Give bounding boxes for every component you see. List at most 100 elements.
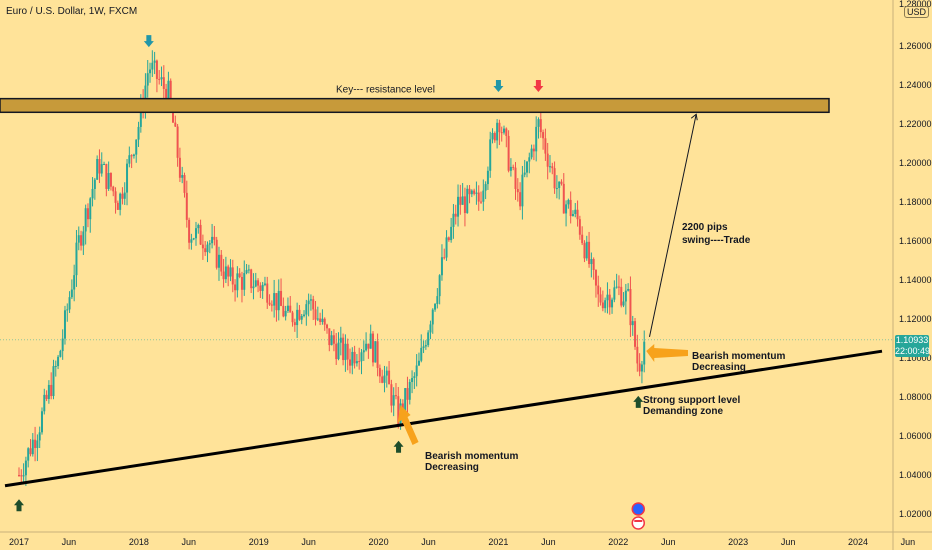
candle-body [82,231,85,246]
candle-body [629,289,632,326]
candle-body [374,341,377,363]
candle-body [528,157,531,162]
candle-body [411,377,414,383]
candle-body [369,333,372,349]
candle-body [548,166,551,168]
trade-label-line1: 2200 pips [682,222,728,233]
candle-body [408,382,411,400]
candle-body [560,181,563,184]
candle-body [606,294,609,301]
candle-body [496,122,499,141]
candle-body [259,285,262,291]
candle-body [539,119,542,133]
candle-body [585,241,588,259]
candle-body [326,324,329,329]
candle-body [116,202,119,210]
candle-body [91,188,94,199]
candle-body [640,364,643,372]
candle-body [620,286,623,306]
candle-body [268,302,271,305]
candle-body [574,209,577,214]
candle-body [213,236,216,240]
candle-body [126,163,129,193]
candle-body [289,305,292,313]
x-tick-label: Jun [62,537,77,547]
candle-body [27,448,30,461]
candle-body [475,192,478,194]
candle-body [22,475,25,477]
candle-body [537,119,540,127]
candle-body [358,361,361,363]
candle-body [132,154,135,157]
candle-body [231,267,234,285]
event-icon-eu [631,502,646,516]
down-arrow-marker [533,79,544,92]
candle-body [523,172,526,175]
candle-body [181,175,184,178]
candle-body [250,269,253,289]
event-icon-us [631,516,646,530]
candle-body [443,257,446,259]
candle-body [293,322,296,326]
callout-bearish-2022 [646,344,688,362]
candle-body [480,201,483,203]
candle-body [98,159,101,174]
candle-body [431,309,434,325]
candle-body [631,321,634,326]
x-tick-label: 2018 [129,537,149,547]
candle-body [558,181,561,189]
candle-body [422,346,425,348]
candle-body [139,101,142,127]
candle-body [604,300,607,309]
candle-body [130,155,133,157]
candle-body [185,192,188,220]
candle-body [470,190,473,195]
candle-body [247,269,250,271]
candle-body [309,299,312,301]
candle-body [562,183,565,214]
candle-body [245,270,248,274]
projection-line [649,114,697,337]
down-arrow-marker [143,35,154,48]
candle-body [240,276,243,290]
candle-body [121,193,124,199]
candle-body [355,361,358,364]
support-trendline [4,349,883,488]
candle-body [319,318,322,322]
candle-body [222,271,225,280]
candle-body [211,236,214,244]
candle-body [590,259,593,265]
candle-body [493,133,496,141]
candle-body [429,324,432,333]
candle-body [636,346,639,364]
candle-body [61,338,64,352]
candle-body [353,351,356,364]
currency-badge[interactable]: USD [904,6,930,18]
candle-body [257,280,260,286]
candle-body [394,395,397,397]
candle-body [406,388,409,400]
candle-body [50,384,53,397]
candle-body [197,224,200,229]
x-tick-label: Jun [901,537,916,547]
bearish-label-2022-line2: Decreasing [692,362,746,373]
candle-body [532,148,535,152]
candle-body [128,155,131,164]
candle-body [484,184,487,191]
candle-body [84,208,87,232]
x-tick-label: 2024 [848,537,868,547]
candle-body [643,341,646,365]
candle-body [346,343,349,360]
candle-body [415,365,418,377]
y-tick-label: 1.12000 [899,314,932,324]
candle-body [109,172,112,187]
candle-body [477,192,480,202]
candle-body [312,299,315,310]
candle-body [507,135,510,171]
candle-body [342,337,345,361]
x-tick-label: Jun [301,537,316,547]
candle-body [567,199,570,205]
candle-body [362,350,365,353]
